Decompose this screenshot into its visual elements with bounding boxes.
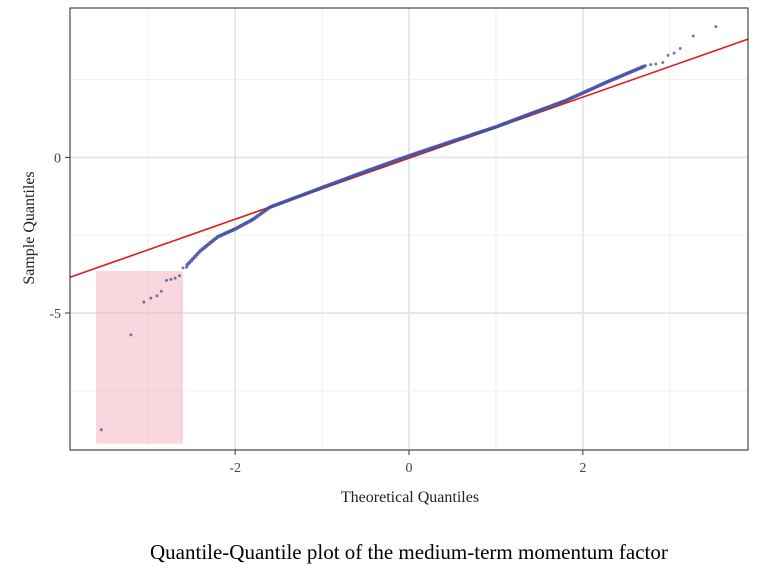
y-axis-ticks: 0 -5 bbox=[49, 151, 70, 322]
data-point bbox=[654, 62, 658, 66]
y-tick-label: -5 bbox=[49, 307, 61, 322]
data-point bbox=[99, 428, 103, 432]
data-point bbox=[169, 277, 173, 281]
grid-lines bbox=[70, 8, 748, 450]
data-point bbox=[666, 53, 670, 57]
y-tick-label: 0 bbox=[54, 151, 61, 166]
x-tick-label: 2 bbox=[579, 461, 586, 476]
data-point bbox=[142, 300, 146, 304]
highlight-region bbox=[96, 271, 183, 444]
data-point bbox=[649, 63, 653, 67]
reference-line bbox=[69, 38, 749, 279]
x-axis-label: Theoretical Quantiles bbox=[341, 489, 479, 506]
data-point bbox=[641, 64, 646, 69]
data-point bbox=[129, 333, 133, 337]
data-point bbox=[678, 46, 682, 50]
data-point bbox=[181, 266, 185, 270]
data-point bbox=[714, 25, 718, 29]
data-point bbox=[155, 294, 159, 298]
x-tick-label: -2 bbox=[229, 461, 241, 476]
data-point bbox=[149, 296, 153, 300]
data-point bbox=[661, 60, 665, 64]
data-points bbox=[99, 25, 718, 432]
data-point bbox=[178, 274, 182, 278]
figure-caption: Quantile-Quantile plot of the medium-ter… bbox=[150, 540, 668, 564]
x-axis-ticks: -2 0 2 bbox=[229, 450, 586, 476]
data-point bbox=[691, 34, 695, 38]
x-tick-label: 0 bbox=[406, 461, 413, 476]
data-point bbox=[173, 276, 177, 280]
data-point bbox=[159, 289, 163, 293]
data-point bbox=[164, 278, 168, 282]
data-point bbox=[672, 51, 676, 55]
y-axis-label: Sample Quantiles bbox=[21, 171, 38, 284]
